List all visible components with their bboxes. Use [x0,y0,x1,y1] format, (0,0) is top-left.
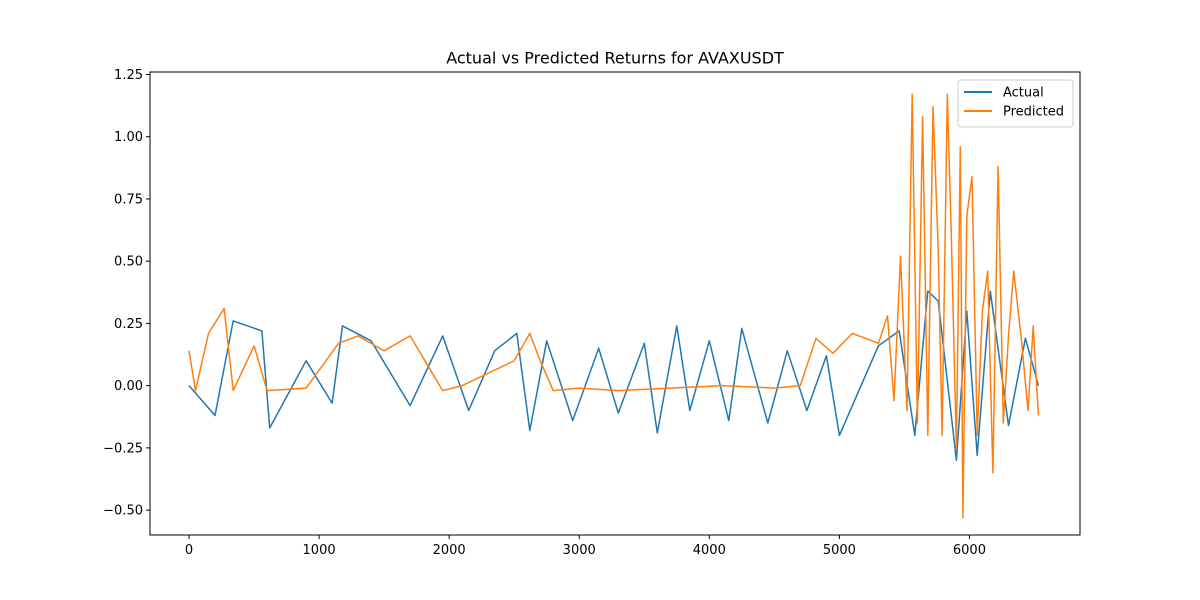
legend-label-predicted: Predicted [1003,105,1064,120]
y-tick-label: −0.50 [103,504,143,519]
plot-frame [149,71,1081,536]
x-tick-label: 6000 [953,543,986,558]
x-tick-label: 1000 [303,543,336,558]
x-tick-label: 2000 [433,543,466,558]
y-tick-label: 0.00 [114,379,143,394]
plot-series [188,93,1040,519]
series-line-actual [188,290,1040,462]
y-tick-label: 0.25 [114,317,143,332]
x-tick-label: 4000 [693,543,726,558]
y-tick-label: −0.25 [103,441,143,456]
y-tick-label: 0.75 [114,192,143,207]
x-tick-label: 0 [185,543,193,558]
series-line-predicted [188,93,1040,519]
y-tick-label: 1.25 [114,68,143,83]
x-tick-label: 3000 [563,543,596,558]
x-tick-label: 5000 [823,543,856,558]
chart-title: Actual vs Predicted Returns for AVAXUSDT [446,49,784,68]
y-tick-label: 0.50 [114,255,143,270]
y-axis: −0.50 −0.25 0.00 0.25 0.50 0.75 1.00 1.25 [103,68,150,519]
y-tick-label: 1.00 [114,130,143,145]
x-axis: 0 1000 2000 3000 4000 5000 6000 [185,535,986,558]
legend: Actual Predicted [957,79,1074,128]
legend-label-actual: Actual [1003,86,1044,101]
